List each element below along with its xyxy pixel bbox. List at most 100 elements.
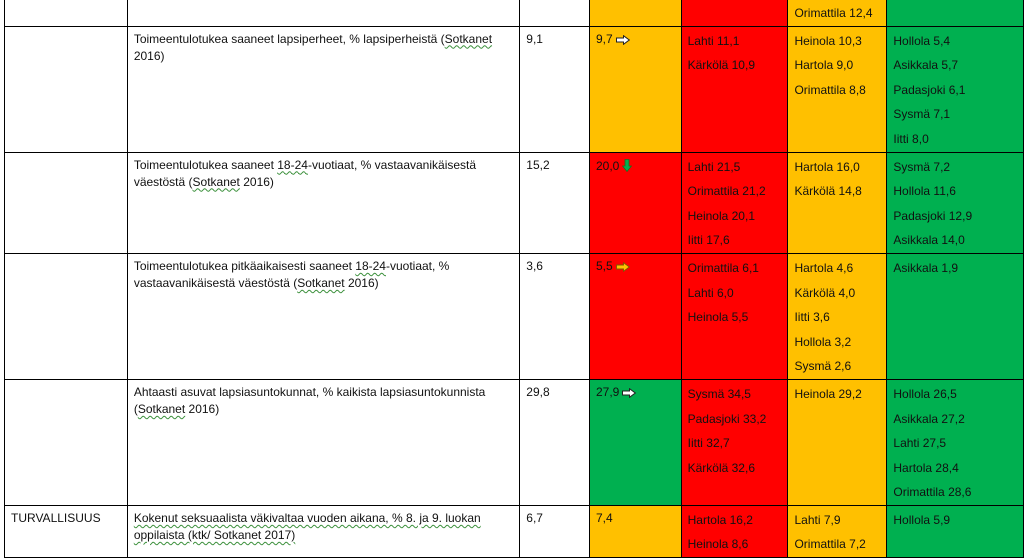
municipality-entry xyxy=(893,1,1017,25)
red-list-cell: Hartola 16,2 Heinola 8,6 xyxy=(680,504,789,558)
indicator-text: -vuotiaat, % vastaavanikäisestä väestöst… xyxy=(133,157,477,189)
red-list-cell: Orimattila 6,1 Lahti 6,0 Heinola 5,5 xyxy=(680,252,789,380)
indicator-text: Kokenut seksuaalista väkivaltaa vuoden a… xyxy=(133,510,481,542)
municipality-entry: Sysmä 34,5 xyxy=(687,386,751,401)
region-value-cell xyxy=(588,0,682,27)
indicator-text: 2016) xyxy=(344,275,379,290)
region-value-cell: 9,7 xyxy=(588,25,682,153)
arrow-right-yellow-icon xyxy=(615,261,630,275)
value-cell: 3,6 xyxy=(519,252,590,380)
yellow-list-cell: Heinola 10,3 Hartola 9,0 Orimattila 8,8 xyxy=(787,25,888,153)
municipality-entry: Orimattila 8,8 xyxy=(794,82,866,97)
table-row: Orimattila 12,4 xyxy=(4,0,1024,27)
indicator-cell: Ahtaasti asuvat lapsiasuntokunnat, % kai… xyxy=(126,378,521,506)
green-list-cell: Hollola 26,5 Asikkala 27,2 Lahti 27,5 Harto… xyxy=(886,378,1024,506)
municipality-entry: Padasjoki 33,2 xyxy=(687,411,767,426)
value-cell: 29,8 xyxy=(519,378,590,506)
municipality-entry: Heinola 29,2 xyxy=(794,386,862,401)
indicator-text: Sotkanet xyxy=(444,31,493,46)
municipality-entry xyxy=(688,1,782,25)
indicator-text: Toimeentulotukea saaneet lapsiperheet, %… xyxy=(133,31,445,46)
yellow-list-cell: Heinola 29,2 xyxy=(787,378,888,506)
green-list-cell xyxy=(886,0,1024,27)
region-value: 9,7 xyxy=(595,31,613,46)
red-list-cell: Lahti 11,1 Kärkölä 10,9 xyxy=(680,25,789,153)
green-list-cell: Asikkala 1,9 xyxy=(886,252,1024,380)
municipality-entry: Orimattila 28,6 xyxy=(893,485,972,500)
region-value: 20,0 xyxy=(595,158,620,173)
municipality-entry: Heinola 5,5 xyxy=(687,310,749,325)
table-row: TURVALLISUUS Kokenut seksuaalista väkival… xyxy=(4,504,1024,558)
green-list-cell: Hollola 5,4 Asikkala 5,7 Padasjoki 6,1 Sysm… xyxy=(886,25,1024,153)
indicator-cell: Kokenut seksuaalista väkivaltaa vuoden a… xyxy=(126,504,521,558)
municipality-entry: Hartola 16,2 xyxy=(687,512,753,527)
indicator-text: Sotkanet xyxy=(297,275,345,290)
municipality-entry: Kärkölä 10,9 xyxy=(687,58,755,73)
arrow-down-green-icon xyxy=(621,158,633,175)
region-value-cell: 7,4 xyxy=(588,504,682,558)
indicator-cell: Toimeentulotukea pitkäaikaisesti saaneet… xyxy=(126,252,521,380)
municipality-entry: Asikkala 27,2 xyxy=(893,411,965,426)
indicator-text: Sotkanet xyxy=(192,174,240,189)
green-list-cell: Sysmä 7,2 Hollola 11,6 Padasjoki 12,9 Asikk… xyxy=(886,151,1024,254)
yellow-list-cell: Lahti 7,9 Orimattila 7,2 xyxy=(787,504,888,558)
indicator-text: Sotkanet xyxy=(137,401,186,416)
municipality-entry: Lahti 11,1 xyxy=(687,33,740,48)
region-value: 27,9 xyxy=(595,384,620,399)
category-cell xyxy=(4,252,128,380)
indicator-text: 2016) xyxy=(185,401,220,416)
municipality-entry: Hartola 28,4 xyxy=(893,460,959,475)
table-row: Toimeentulotukea saaneet lapsiperheet, %… xyxy=(4,25,1024,153)
value-cell: 15,2 xyxy=(519,151,590,254)
category-cell xyxy=(4,378,128,506)
indicator-cell: Toimeentulotukea saaneet lapsiperheet, %… xyxy=(126,25,521,153)
municipality-entry: Hollola 26,5 xyxy=(893,386,957,401)
municipality-entry: Hollola 3,2 xyxy=(794,334,852,349)
municipality-entry: Hartola 9,0 xyxy=(794,58,854,73)
municipality-entry: Heinola 8,6 xyxy=(687,537,749,552)
municipality-entry: Asikkala 14,0 xyxy=(893,233,965,248)
table-row: Toimeentulotukea pitkäaikaisesti saaneet… xyxy=(4,252,1024,380)
region-value: 5,5 xyxy=(595,258,613,273)
indicator-text: -vuotiaat, % vastaavanikäisestä väestöst… xyxy=(133,258,450,290)
indicator-text: 2016) xyxy=(133,48,165,63)
municipality-entry: Hollola 5,9 xyxy=(893,512,951,527)
municipality-entry: Hartola 4,6 xyxy=(794,260,854,275)
red-list-cell xyxy=(680,0,789,27)
indicator-text: Toimeentulotukea pitkäaikaisesti saaneet xyxy=(133,258,356,273)
region-value-cell: 20,0 xyxy=(588,151,682,254)
municipality-entry: Padasjoki 12,9 xyxy=(893,208,973,223)
municipality-entry: Hollola 11,6 xyxy=(893,184,956,199)
municipality-entry: Heinola 20,1 xyxy=(687,208,755,223)
municipality-entry: Sysmä 2,6 xyxy=(794,359,852,374)
arrow-right-outline-icon xyxy=(622,387,637,401)
municipality-entry: Orimattila 6,1 xyxy=(687,260,759,275)
indicator-table: Orimattila 12,4 Toimeentulotukea saaneet … xyxy=(4,0,1024,558)
municipality-entry: Kärkölä 14,8 xyxy=(794,184,862,199)
yellow-list-cell: Hartola 16,0 Kärkölä 14,8 xyxy=(787,151,888,254)
municipality-entry: Asikkala 5,7 xyxy=(893,58,959,73)
municipality-entry: Lahti 6,0 xyxy=(687,285,734,300)
municipality-entry: Orimattila 12,4 xyxy=(794,6,873,20)
municipality-entry: Asikkala 1,9 xyxy=(893,260,959,275)
category-cell xyxy=(4,0,128,27)
value-cell: 6,7 xyxy=(519,504,590,558)
municipality-entry: Iitti 17,6 xyxy=(687,233,730,248)
municipality-entry: Sysmä 7,1 xyxy=(893,107,951,122)
municipality-entry: Iitti 3,6 xyxy=(794,310,830,325)
table-row: Ahtaasti asuvat lapsiasuntokunnat, % kai… xyxy=(4,378,1024,506)
municipality-entry: Iitti 8,0 xyxy=(893,131,929,146)
indicator-text: Toimeentulotukea saaneet xyxy=(133,157,278,172)
municipality-entry: Kärkölä 32,6 xyxy=(687,460,755,475)
red-list-cell: Sysmä 34,5 Padasjoki 33,2 Iitti 32,7 Kärköl… xyxy=(680,378,789,506)
indicator-cell xyxy=(126,0,521,27)
value-cell: 9,1 xyxy=(519,25,590,153)
red-list-cell: Lahti 21,5 Orimattila 21,2 Heinola 20,1 Iit… xyxy=(680,151,789,254)
municipality-entry: Hartola 16,0 xyxy=(794,159,860,174)
region-value-cell: 5,5 xyxy=(588,252,682,380)
indicator-cell: Toimeentulotukea saaneet 18-24-vuotiaat,… xyxy=(126,151,521,254)
yellow-list-cell: Hartola 4,6 Kärkölä 4,0 Iitti 3,6 Hollola 3… xyxy=(787,252,888,380)
municipality-entry: Hollola 5,4 xyxy=(893,33,951,48)
municipality-entry: Sysmä 7,2 xyxy=(893,159,951,174)
category-cell xyxy=(4,25,128,153)
